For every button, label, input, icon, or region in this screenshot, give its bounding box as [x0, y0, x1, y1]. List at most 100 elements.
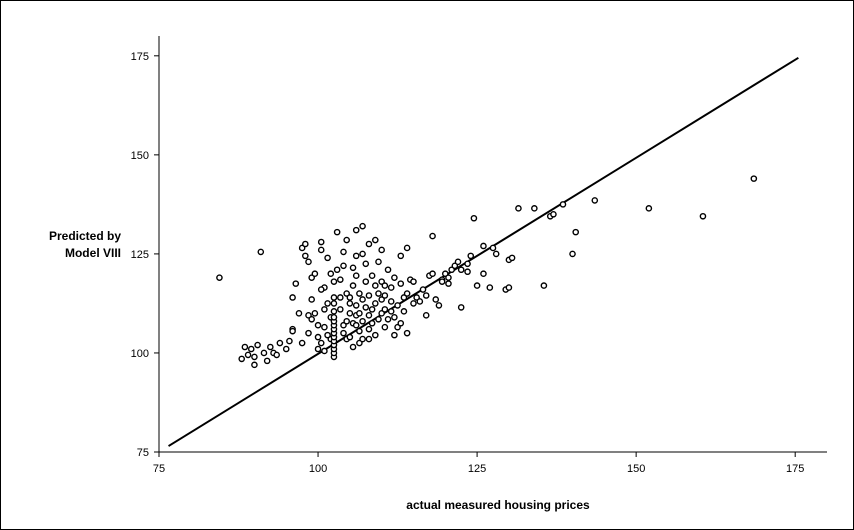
data-point: [337, 294, 344, 301]
data-point: [251, 353, 258, 361]
data-point: [302, 252, 309, 260]
data-point: [403, 329, 411, 337]
data-point: [254, 341, 261, 349]
data-point: [273, 351, 280, 359]
data-point: [591, 197, 599, 204]
data-point: [391, 313, 398, 321]
data-point: [349, 264, 357, 272]
data-point: [387, 298, 395, 305]
y-axis-title-line: Model VIII: [65, 246, 121, 260]
data-point: [276, 339, 284, 347]
data-point: [362, 304, 370, 311]
data-point: [480, 270, 487, 278]
data-point: [372, 331, 379, 339]
fit-line: [168, 56, 799, 447]
fit-line-group: [168, 56, 799, 447]
data-point: [419, 286, 427, 293]
data-point: [330, 313, 338, 321]
data-point: [397, 319, 405, 327]
x-tick-label: 150: [627, 463, 645, 475]
data-point: [365, 292, 373, 299]
data-point: [384, 266, 392, 274]
y-axis-title-line: Predicted by: [49, 229, 121, 243]
data-point: [263, 357, 271, 365]
data-point: [346, 294, 354, 301]
labels-group: 75 100 125 150 175 75 100 125 150 175 actual measu…: [49, 51, 804, 512]
data-point: [403, 290, 411, 297]
data-point: [445, 280, 452, 287]
x-tick-label: 100: [309, 463, 327, 475]
data-point: [378, 246, 385, 254]
data-point: [311, 270, 319, 278]
data-point: [368, 306, 376, 313]
data-point: [384, 315, 392, 323]
data-point: [349, 343, 357, 351]
axes: [154, 36, 827, 457]
data-point: [540, 282, 548, 289]
data-point: [349, 282, 357, 289]
data-point: [362, 260, 370, 268]
data-point: [314, 333, 322, 341]
data-point: [337, 276, 344, 283]
data-point: [324, 300, 331, 307]
data-point: [352, 226, 360, 234]
data-point: [337, 306, 344, 313]
data-point: [305, 258, 312, 266]
data-point: [251, 361, 258, 369]
data-point: [330, 300, 338, 307]
data-point: [311, 310, 319, 317]
data-point: [244, 351, 252, 359]
data-point: [340, 248, 347, 256]
data-point: [365, 312, 373, 319]
data-point: [317, 286, 325, 293]
data-point: [314, 345, 322, 353]
data-point: [375, 258, 382, 266]
data-point: [381, 306, 389, 313]
y-tick-label: 150: [131, 150, 149, 162]
data-point: [365, 325, 373, 333]
data-point: [317, 246, 325, 254]
data-point: [368, 272, 376, 279]
data-point: [422, 312, 430, 319]
data-point: [381, 292, 389, 299]
data-point: [324, 331, 331, 339]
data-point: [257, 248, 265, 256]
data-point: [397, 252, 405, 260]
data-point: [489, 244, 497, 252]
data-point: [330, 308, 338, 315]
data-point: [492, 250, 500, 258]
data-point: [289, 294, 296, 301]
data-point: [321, 323, 328, 331]
data-point: [473, 282, 481, 289]
data-point: [394, 302, 401, 309]
data-point: [359, 222, 366, 230]
data-point: [400, 308, 408, 315]
data-point: [750, 175, 758, 182]
data-point: [324, 254, 331, 262]
data-point: [238, 355, 246, 363]
data-point: [267, 343, 274, 351]
data-point: [302, 240, 309, 248]
data-point: [387, 284, 395, 291]
data-point: [381, 323, 389, 331]
data-point: [317, 339, 325, 347]
x-axis-title: actual measured housing prices: [406, 498, 590, 512]
data-point: [282, 345, 290, 353]
data-point: [508, 254, 516, 262]
data-point: [308, 315, 315, 323]
y-tick-label: 175: [131, 51, 149, 63]
data-point: [391, 331, 398, 339]
data-point: [422, 292, 430, 299]
data-point: [457, 266, 465, 274]
data-point: [362, 278, 370, 285]
data-point: [387, 308, 395, 315]
data-point: [699, 212, 707, 220]
data-point: [308, 296, 315, 303]
data-point: [343, 236, 350, 244]
data-point: [372, 282, 379, 289]
data-point: [429, 232, 436, 240]
data-point: [247, 345, 255, 353]
data-point: [645, 205, 653, 212]
data-point: [333, 266, 341, 274]
